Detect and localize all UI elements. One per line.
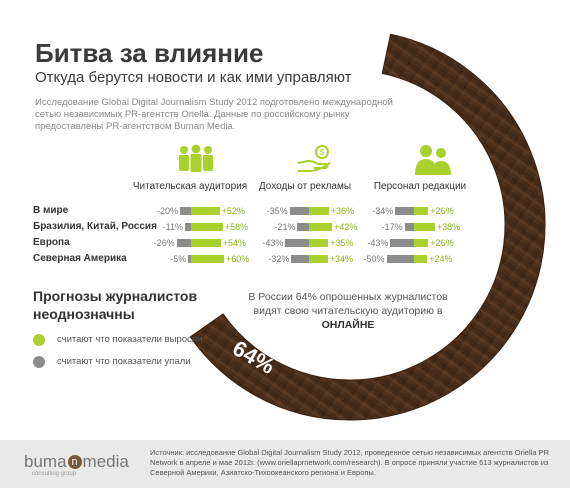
value-label-negative: -21% — [274, 222, 296, 232]
footer-source: Источник: исследование Global Digital Jo… — [150, 448, 549, 477]
column-label-3: Персонал редакции — [373, 181, 467, 192]
bar-negative — [395, 207, 414, 215]
row-label-3: Европа — [33, 237, 70, 248]
russia-percent-badge: 64% — [228, 335, 279, 379]
forecast-title: Прогнозы журналистов неоднозначны — [33, 288, 198, 322]
bar-positive — [191, 207, 220, 215]
bar-negative — [291, 255, 309, 263]
page-subtitle: Откуда берутся новости и как ими управля… — [35, 69, 352, 86]
bar-negative — [289, 207, 309, 215]
wood-ring-arc — [189, 33, 546, 421]
bar-negative — [390, 239, 414, 247]
russia-statement-emph: ОНЛАЙНЕ — [321, 319, 375, 331]
value-label-negative: -20% — [156, 206, 178, 216]
bar-negative — [285, 239, 309, 247]
bar-positive — [414, 207, 429, 215]
bar-positive — [414, 223, 435, 231]
buma-media-logo: buma n media — [24, 452, 129, 472]
value-label-positive: +52% — [221, 206, 245, 216]
logo-mark: n — [67, 455, 82, 469]
legend-dot-up — [33, 334, 45, 346]
column-label-2: Доходы от рекламы — [258, 181, 352, 192]
russia-statement-text: В России 64% опрошенных журналистов видя… — [248, 291, 448, 317]
value-label-negative: -43% — [367, 238, 389, 248]
intro-text: Исследование Global Digital Journalism S… — [35, 97, 393, 132]
bar-positive — [191, 223, 223, 231]
bar-positive — [191, 255, 224, 263]
people-group-icon — [179, 144, 213, 172]
value-label-positive: +58% — [224, 222, 249, 232]
footer-bar — [0, 440, 570, 488]
bar-positive — [191, 239, 221, 247]
bar-negative — [188, 255, 191, 263]
value-label-positive: +42% — [334, 222, 358, 232]
value-label-negative: -11% — [162, 222, 183, 232]
russia-percent: 64% — [228, 335, 279, 379]
page-title: Битва за влияние — [35, 38, 264, 68]
value-label-positive: +34% — [329, 254, 353, 264]
bar-positive — [414, 255, 428, 263]
bar-negative — [180, 207, 191, 215]
svg-text:$: $ — [320, 148, 325, 157]
value-label-positive: +35% — [330, 238, 354, 248]
value-label-negative: -34% — [372, 206, 394, 216]
hand-coins-icon: $ — [297, 145, 331, 172]
bar-negative — [386, 255, 414, 263]
value-label-negative: -43% — [262, 238, 284, 248]
value-label-negative: -50% — [363, 254, 385, 264]
value-label-positive: +26% — [430, 238, 454, 248]
row-label-4: Северная Америка — [33, 253, 127, 264]
row-label-2: Бразилия, Китай, Россия — [33, 221, 157, 232]
bar-positive — [414, 239, 429, 247]
value-label-negative: -35% — [266, 206, 288, 216]
value-label-negative: -26% — [153, 238, 175, 248]
column-label-1: Читательская аудитория — [132, 181, 248, 192]
legend-dot-down — [33, 356, 45, 368]
legend-text-down: считают что показатели упали — [57, 356, 191, 367]
bar-positive — [309, 255, 328, 263]
value-label-positive: +36% — [330, 206, 355, 216]
value-label-negative: -17% — [381, 222, 403, 232]
value-label-negative: -32% — [268, 254, 290, 264]
bar-positive — [309, 239, 329, 247]
bar-negative — [404, 223, 414, 231]
bar-negative — [297, 223, 309, 231]
value-label-positive: +24% — [429, 254, 453, 264]
logo-subtitle: consulting group — [32, 471, 77, 477]
staff-pair-icon — [415, 145, 451, 175]
logo-part-1: buma — [24, 452, 67, 471]
value-label-positive: +60% — [226, 254, 250, 264]
bar-positive — [309, 223, 333, 231]
value-label-positive: +54% — [222, 238, 246, 248]
value-label-negative: -5% — [170, 254, 187, 264]
bar-negative — [176, 239, 191, 247]
logo-part-2: media — [82, 452, 129, 471]
bar-negative — [184, 223, 191, 231]
bar-positive — [309, 207, 329, 215]
value-label-positive: +38% — [436, 222, 461, 232]
legend-text-up: считают что показатели выросли — [57, 334, 203, 345]
value-label-positive: +26% — [430, 206, 454, 216]
row-label-1: В мире — [33, 205, 69, 216]
russia-statement: В России 64% опрошенных журналистов видя… — [238, 290, 458, 332]
